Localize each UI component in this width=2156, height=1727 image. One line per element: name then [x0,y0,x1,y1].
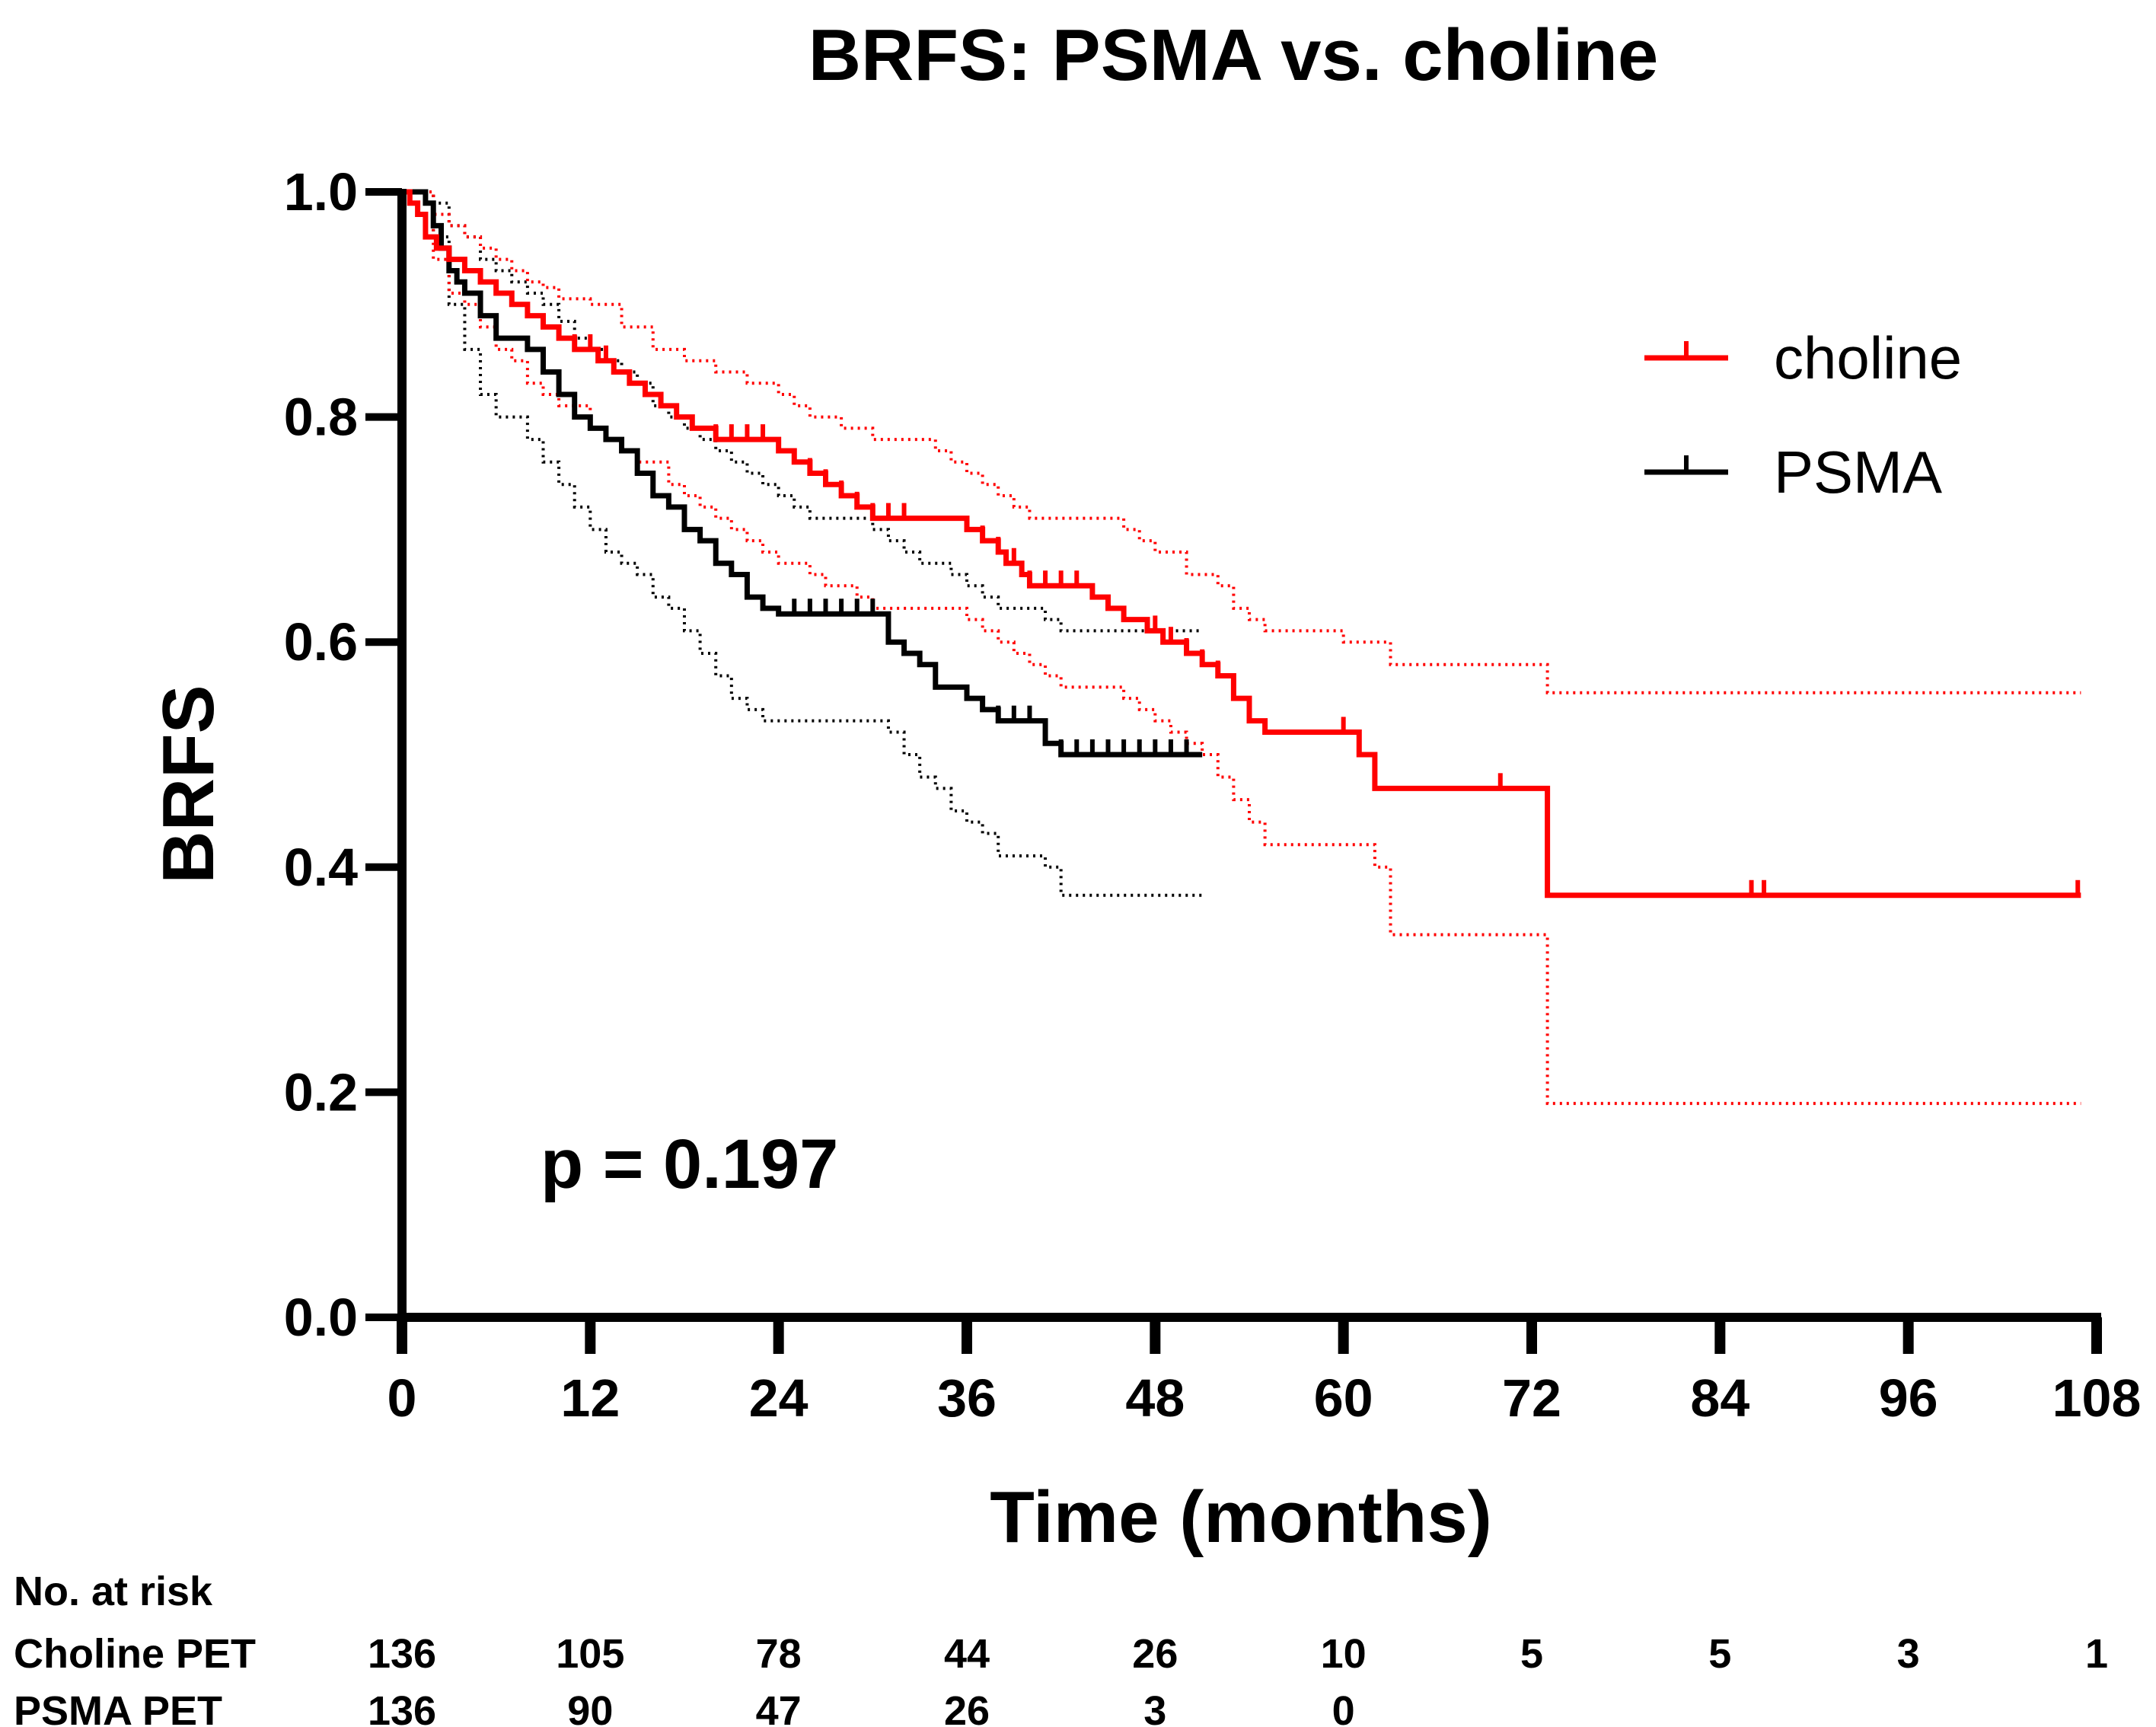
ci-upper-psma [402,190,1203,633]
risk-value: 136 [368,1631,436,1677]
y-axis-label: BRFS [148,685,229,883]
y-tick-label: 0.6 [284,612,358,672]
chart-title: BRFS: PSMA vs. choline [808,14,1659,96]
y-tick-label: 1.0 [284,162,358,222]
legend-label-choline: choline [1774,324,1962,391]
risk-value: 78 [756,1631,802,1677]
y-tick-label: 0.2 [284,1062,358,1122]
risk-row-label: Choline PET [14,1631,256,1677]
axes: 0.0 0.2 0.4 0.6 0.8 1.0 0 12 24 36 48 60 72 84 96 108 [284,162,2142,1428]
x-axis-label: Time (months) [990,1476,1492,1558]
y-tick-label: 0.8 [284,388,358,447]
x-tick-label: 24 [749,1368,808,1428]
x-tick-label: 108 [2052,1368,2142,1428]
y-tick-label: 0.0 [284,1288,358,1347]
x-tick-label: 0 [388,1368,417,1428]
y-tick-label: 0.4 [284,838,358,897]
legend-label-psma: PSMA [1774,439,1942,506]
x-tick-label: 60 [1314,1368,1373,1428]
survival-curve-choline [402,189,2081,899]
risk-value: 44 [944,1631,990,1677]
x-tick-label: 96 [1879,1368,1938,1428]
risk-value: 3 [1897,1631,1920,1677]
risk-row-label: PSMA PET [14,1688,222,1727]
x-tick-label: 36 [937,1368,997,1428]
risk-value: 5 [1708,1631,1731,1677]
risk-value: 10 [1321,1631,1367,1677]
censor-marks [572,334,2081,895]
x-tick-label: 12 [560,1368,620,1428]
risk-value: 3 [1143,1688,1166,1727]
risk-value: 1 [2085,1631,2108,1677]
survival-curves [402,189,2081,899]
risk-value: 26 [1132,1631,1178,1677]
p-value-annotation: p = 0.197 [541,1125,838,1203]
risk-table-heading: No. at risk [14,1569,213,1614]
survival-curve-psma [402,189,1203,758]
risk-value: 90 [567,1688,613,1727]
risk-value: 5 [1520,1631,1543,1677]
ci-lower-psma [402,190,1203,897]
x-tick-label: 84 [1690,1368,1749,1428]
risk-value: 136 [368,1688,436,1727]
risk-value: 105 [556,1631,624,1677]
risk-value: 0 [1332,1688,1355,1727]
legend: choline PSMA [1644,324,1962,506]
risk-value: 26 [944,1688,990,1727]
risk-value: 47 [756,1688,802,1727]
x-tick-label: 48 [1125,1368,1185,1428]
x-tick-label: 72 [1502,1368,1561,1428]
